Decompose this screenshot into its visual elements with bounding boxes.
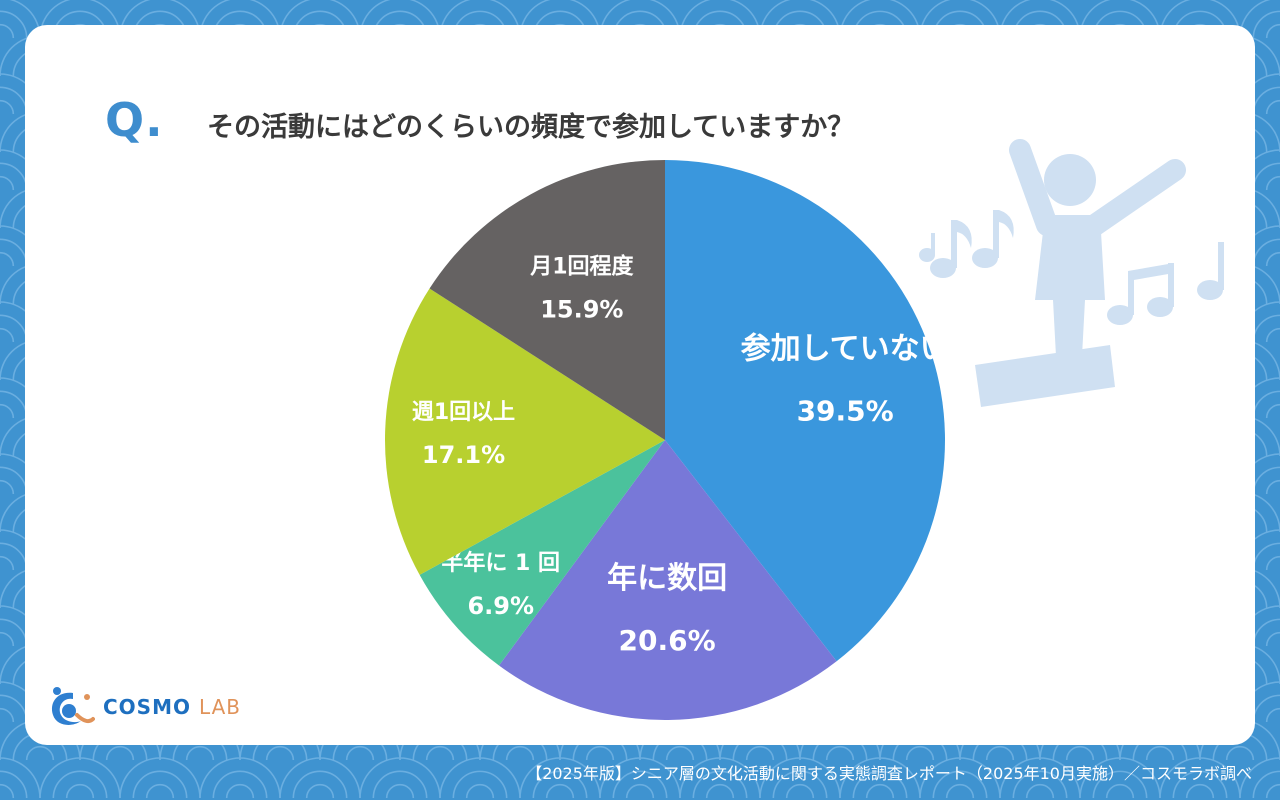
- slice-label: 半年に 1 回: [441, 550, 560, 576]
- slice-value-label: 39.5%: [797, 394, 894, 427]
- dancer-body-icon: [1035, 215, 1105, 375]
- pie-slice: [385, 288, 665, 575]
- music-note-icon: [919, 233, 935, 262]
- cosmo-lab-logo-icon: [51, 687, 95, 725]
- music-note-icon: [1107, 263, 1174, 325]
- slice-value-label: 17.1%: [422, 441, 505, 469]
- slice-label: 週1回以上: [412, 400, 515, 425]
- slice-label: 参加していない: [741, 331, 950, 366]
- source-caption: 【2025年版】シニア層の文化活動に関する実態調査レポート（2025年10月実施…: [526, 764, 1252, 783]
- question-title: その活動にはどのくらいの頻度で参加していますか？: [207, 112, 855, 143]
- slice-label: 月1回程度: [529, 254, 634, 280]
- stage-platform-icon: [975, 345, 1115, 407]
- slice-value-label: 20.6%: [619, 624, 716, 657]
- pie-slice: [429, 160, 665, 440]
- dancer-left-arm-icon: [1009, 139, 1058, 236]
- pie-slice: [665, 160, 945, 662]
- logo-text-sub: LAB: [198, 695, 241, 719]
- slice-value-label: 15.9%: [540, 296, 623, 324]
- music-note-icon: [930, 220, 972, 278]
- music-note-icon: [1197, 242, 1224, 300]
- cosmo-lab-logo: COSMO LAB: [47, 685, 241, 729]
- dancer-head-icon: [1044, 154, 1096, 206]
- slice-value-label: 6.9%: [467, 592, 534, 620]
- dancer-right-arm-icon: [1084, 159, 1186, 236]
- pie-slice: [499, 440, 837, 721]
- pie-chart: 参加していない 39.5% 年に数回 20.6% 半年に 1 回 6.9% 週1回以上 17.…: [385, 160, 950, 721]
- pie-slice: [419, 440, 665, 666]
- main-card: Q. その活動にはどのくらいの頻度で参加していますか？: [25, 25, 1255, 745]
- question-mark-label: Q.: [105, 93, 164, 147]
- dancer-music-notes-illustration: [919, 139, 1224, 407]
- music-note-icon: [972, 210, 1014, 268]
- logo-text: COSMO LAB: [103, 695, 241, 719]
- slice-label: 年に数回: [607, 561, 727, 596]
- logo-text-main: COSMO: [103, 695, 191, 719]
